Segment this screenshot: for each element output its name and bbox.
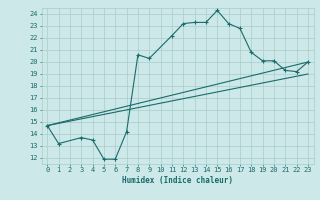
- X-axis label: Humidex (Indice chaleur): Humidex (Indice chaleur): [122, 176, 233, 185]
